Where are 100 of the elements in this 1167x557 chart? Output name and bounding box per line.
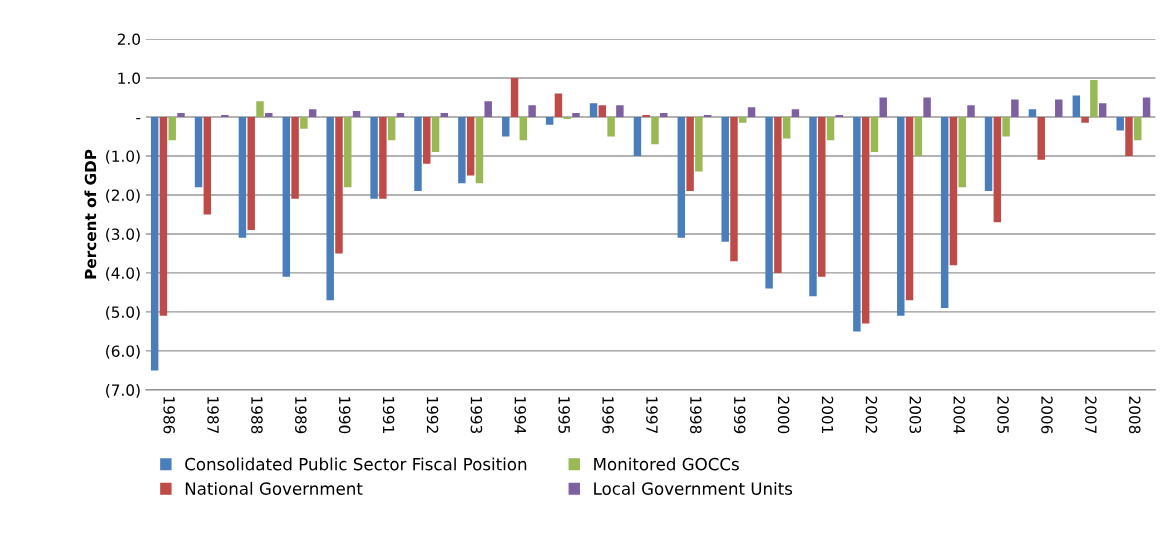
x-tick-label: 2003 [909,396,922,434]
x-tick-label: 1995 [558,397,570,433]
bar [818,116,826,277]
bar [203,116,212,215]
bar [510,77,519,117]
bar [853,116,861,332]
bar [572,113,580,117]
bar [598,105,607,117]
legend-label: Local Government Units [594,482,793,495]
x-tick-label: 1998 [690,397,702,434]
y-tick-label: (4.0) [106,267,140,281]
bar [651,116,659,145]
x-tick-label: 2007 [1085,396,1097,434]
bar [747,107,756,117]
bar [1090,79,1098,117]
bar [861,116,870,324]
bar [879,97,887,117]
x-tick-label: 2006 [1041,396,1053,434]
bar [809,116,817,297]
bar [677,116,686,238]
y-tick-label: (3.0) [106,228,140,242]
y-tick-label: (5.0) [106,306,140,320]
bar [730,116,738,262]
bar [739,116,747,123]
bar [1134,116,1142,141]
x-tick-label: 2005 [997,396,1009,433]
legend-label: Monitored GOCCs [594,457,739,471]
bar [387,116,396,141]
bar [782,116,791,139]
bar [379,116,387,199]
bar [440,113,449,117]
bar [519,116,528,141]
y-tick-label: - [136,117,141,120]
bar [949,116,958,266]
x-tick-label: 1988 [251,397,263,434]
bar [238,116,247,238]
bar [265,113,273,117]
bar [554,93,563,117]
bar [475,116,484,184]
x-tick-label: 1986 [163,397,175,434]
bar [940,116,949,309]
bar [695,116,703,172]
bar [765,116,773,289]
bar [984,116,993,192]
bar [923,97,931,117]
bar [1142,97,1151,117]
bar [1002,116,1010,137]
bar [633,116,642,156]
bar [247,116,255,231]
bar [1055,99,1063,117]
y-axis-title: Percent of GDP [84,149,97,279]
bar [528,105,536,117]
bar [1028,109,1037,117]
bar [502,116,510,137]
bar [774,116,782,273]
x-tick-label: 1997 [646,397,658,434]
bar [826,116,835,141]
bar [686,116,694,192]
y-tick-label: (6.0) [106,345,140,359]
bar [344,116,352,188]
x-tick-label: 1996 [602,397,614,434]
bar [1037,116,1045,160]
legend-label: Consolidated Public Sector Fiscal Position [185,457,527,471]
bar [1098,103,1107,117]
legend-label: National Government [185,482,363,495]
x-tick-label: 1993 [470,397,483,434]
bar [1081,116,1089,123]
x-tick-label: 1989 [295,397,307,434]
bar [993,116,1002,223]
bar [607,116,615,137]
y-tick-label: 1.0 [118,72,140,84]
bar [870,116,879,153]
bar [414,116,422,192]
bar [458,116,466,184]
bar [335,116,343,254]
bar [721,116,729,242]
bar [431,116,440,153]
bar [177,113,185,117]
bar [897,116,905,316]
bar [423,116,431,164]
bar [168,116,176,141]
y-tick-label: (1.0) [106,150,140,164]
x-tick-label: 2001 [821,396,834,433]
bar [282,116,291,277]
bar [1011,99,1019,117]
bar [1116,116,1124,131]
y-tick-label: (7.0) [106,384,140,398]
bar [1072,95,1081,117]
bar [589,103,598,117]
bar [291,116,299,199]
bar [466,116,475,176]
bar [300,116,308,129]
bar [791,109,800,117]
bar [396,113,405,117]
bar [326,116,334,301]
bar [616,105,624,117]
x-tick-label: 1994 [514,397,527,434]
bar [967,105,975,117]
x-tick-label: 2002 [865,396,878,433]
bar [194,116,203,188]
